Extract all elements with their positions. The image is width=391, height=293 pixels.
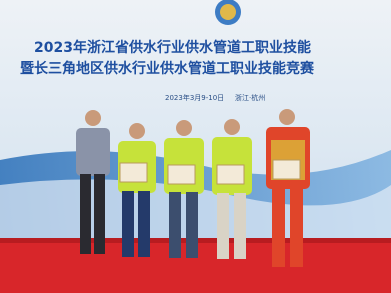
photo: 2023年浙江省供水行业供水管道工职业技能 暨长三角地区供水行业供水管道工职业技…	[0, 0, 391, 293]
banner-date: 2023年3月9-10日	[165, 93, 224, 102]
banner-location: 浙江·杭州	[235, 93, 265, 102]
banner-subtitle: 暨长三角地区供水行业供水管道工职业技能竞赛	[20, 60, 315, 77]
logo-inner	[220, 4, 236, 20]
banner-title: 2023年浙江省供水行业供水管道工职业技能	[34, 39, 311, 56]
